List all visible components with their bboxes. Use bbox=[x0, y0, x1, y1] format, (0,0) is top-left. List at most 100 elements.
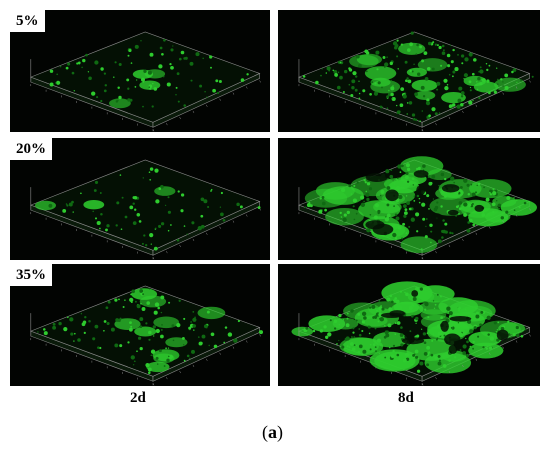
fluorescence-speckle bbox=[152, 82, 154, 85]
biofilm-patch bbox=[165, 337, 188, 348]
fluorescence-speckle bbox=[383, 324, 386, 327]
row-label-5pct: 5% bbox=[10, 10, 45, 32]
fluorescence-speckle bbox=[142, 177, 144, 179]
fluorescence-speckle bbox=[355, 75, 358, 78]
void-region bbox=[448, 344, 458, 354]
fluorescence-speckle bbox=[338, 324, 340, 326]
fluorescence-speckle bbox=[119, 174, 122, 176]
fluorescence-speckle bbox=[402, 222, 406, 226]
fluorescence-speckle bbox=[124, 299, 126, 301]
fluorescence-speckle bbox=[429, 223, 433, 228]
fluorescence-speckle bbox=[424, 302, 429, 307]
fluorescence-speckle bbox=[341, 345, 345, 349]
fluorescence-speckle bbox=[353, 199, 357, 203]
fluorescence-speckle bbox=[495, 330, 498, 333]
fluorescence-speckle bbox=[106, 321, 110, 326]
fluorescence-speckle bbox=[390, 79, 392, 82]
fluorescence-speckle bbox=[200, 214, 204, 218]
fluorescence-speckle bbox=[346, 345, 349, 348]
fluorescence-speckle bbox=[405, 163, 410, 168]
fluorescence-speckle bbox=[419, 287, 423, 291]
fluorescence-speckle bbox=[377, 320, 380, 323]
fluorescence-speckle bbox=[129, 205, 134, 210]
fluorescence-speckle bbox=[477, 182, 481, 186]
fluorescence-speckle bbox=[452, 70, 456, 74]
fluorescence-speckle bbox=[531, 75, 534, 78]
fluorescence-speckle bbox=[507, 320, 510, 323]
fluorescence-speckle bbox=[157, 306, 160, 310]
fluorescence-speckle bbox=[114, 343, 119, 348]
fluorescence-speckle bbox=[142, 105, 144, 108]
fluorescence-speckle bbox=[482, 211, 485, 213]
fluorescence-speckle bbox=[365, 70, 368, 73]
fluorescence-speckle bbox=[105, 228, 108, 232]
fluorescence-speckle bbox=[148, 330, 152, 335]
fluorescence-speckle bbox=[424, 308, 427, 311]
row-label-20pct: 20% bbox=[10, 138, 52, 160]
fluorescence-speckle bbox=[512, 68, 517, 72]
fluorescence-speckle bbox=[353, 336, 355, 338]
fluorescence-speckle bbox=[164, 204, 167, 207]
fluorescence-speckle bbox=[160, 184, 164, 189]
fluorescence-speckle bbox=[204, 91, 206, 93]
fluorescence-speckle bbox=[448, 104, 453, 109]
fluorescence-speckle bbox=[415, 212, 420, 217]
fluorescence-speckle bbox=[504, 73, 509, 78]
fluorescence-speckle bbox=[346, 210, 350, 215]
fluorescence-speckle bbox=[399, 171, 402, 173]
fluorescence-speckle bbox=[502, 81, 504, 83]
axis-tick bbox=[179, 244, 181, 248]
fluorescence-speckle bbox=[193, 329, 195, 331]
fluorescence-speckle bbox=[119, 344, 123, 348]
fluorescence-speckle bbox=[127, 87, 130, 90]
fluorescence-speckle bbox=[339, 211, 342, 215]
fluorescence-speckle bbox=[177, 190, 180, 193]
fluorescence-speckle bbox=[175, 93, 177, 96]
fluorescence-speckle bbox=[442, 229, 446, 234]
fluorescence-speckle bbox=[175, 86, 178, 89]
fluorescence-speckle bbox=[472, 223, 476, 227]
fluorescence-speckle bbox=[402, 179, 404, 182]
fluorescence-speckle bbox=[427, 41, 432, 46]
fluorescence-speckle bbox=[345, 336, 350, 341]
fluorescence-speckle bbox=[434, 205, 439, 210]
axis-tick bbox=[529, 208, 531, 211]
micrograph-20pct-8d bbox=[278, 138, 540, 260]
fluorescence-speckle bbox=[153, 87, 158, 91]
fluorescence-speckle bbox=[404, 291, 406, 294]
axis-tick bbox=[502, 220, 504, 223]
fluorescence-speckle bbox=[404, 60, 408, 64]
fluorescence-speckle bbox=[415, 355, 419, 359]
fluorescence-speckle bbox=[203, 199, 208, 204]
fluorescence-speckle bbox=[163, 365, 166, 367]
fluorescence-speckle bbox=[395, 198, 400, 203]
fluorescence-speckle bbox=[77, 61, 81, 65]
fluorescence-speckle bbox=[476, 88, 479, 91]
fluorescence-speckle bbox=[177, 100, 180, 103]
fluorescence-speckle bbox=[419, 361, 424, 366]
fluorescence-speckle bbox=[448, 73, 451, 76]
fluorescence-speckle bbox=[486, 315, 491, 320]
fluorescence-speckle bbox=[58, 321, 62, 326]
fluorescence-speckle bbox=[304, 206, 307, 209]
fluorescence-speckle bbox=[496, 83, 499, 85]
fluorescence-speckle bbox=[448, 311, 453, 316]
fluorescence-speckle bbox=[443, 177, 447, 181]
fluorescence-speckle bbox=[476, 184, 478, 187]
fluorescence-speckle bbox=[446, 53, 451, 58]
fluorescence-speckle bbox=[365, 190, 368, 193]
axis-tick bbox=[232, 92, 235, 95]
fluorescence-speckle bbox=[136, 213, 141, 217]
fluorescence-speckle bbox=[172, 339, 175, 342]
fluorescence-speckle bbox=[73, 90, 75, 92]
biofilm-patch bbox=[304, 188, 348, 208]
biofilm-patch bbox=[417, 58, 448, 72]
fluorescence-speckle bbox=[213, 344, 218, 349]
fluorescence-speckle bbox=[148, 371, 151, 375]
fluorescence-speckle bbox=[485, 63, 488, 65]
column-label-2d: 2d bbox=[130, 390, 146, 406]
fluorescence-speckle bbox=[385, 216, 387, 218]
fluorescence-speckle bbox=[160, 222, 165, 226]
biofilm-patch bbox=[153, 316, 180, 329]
fluorescence-speckle bbox=[486, 68, 489, 72]
